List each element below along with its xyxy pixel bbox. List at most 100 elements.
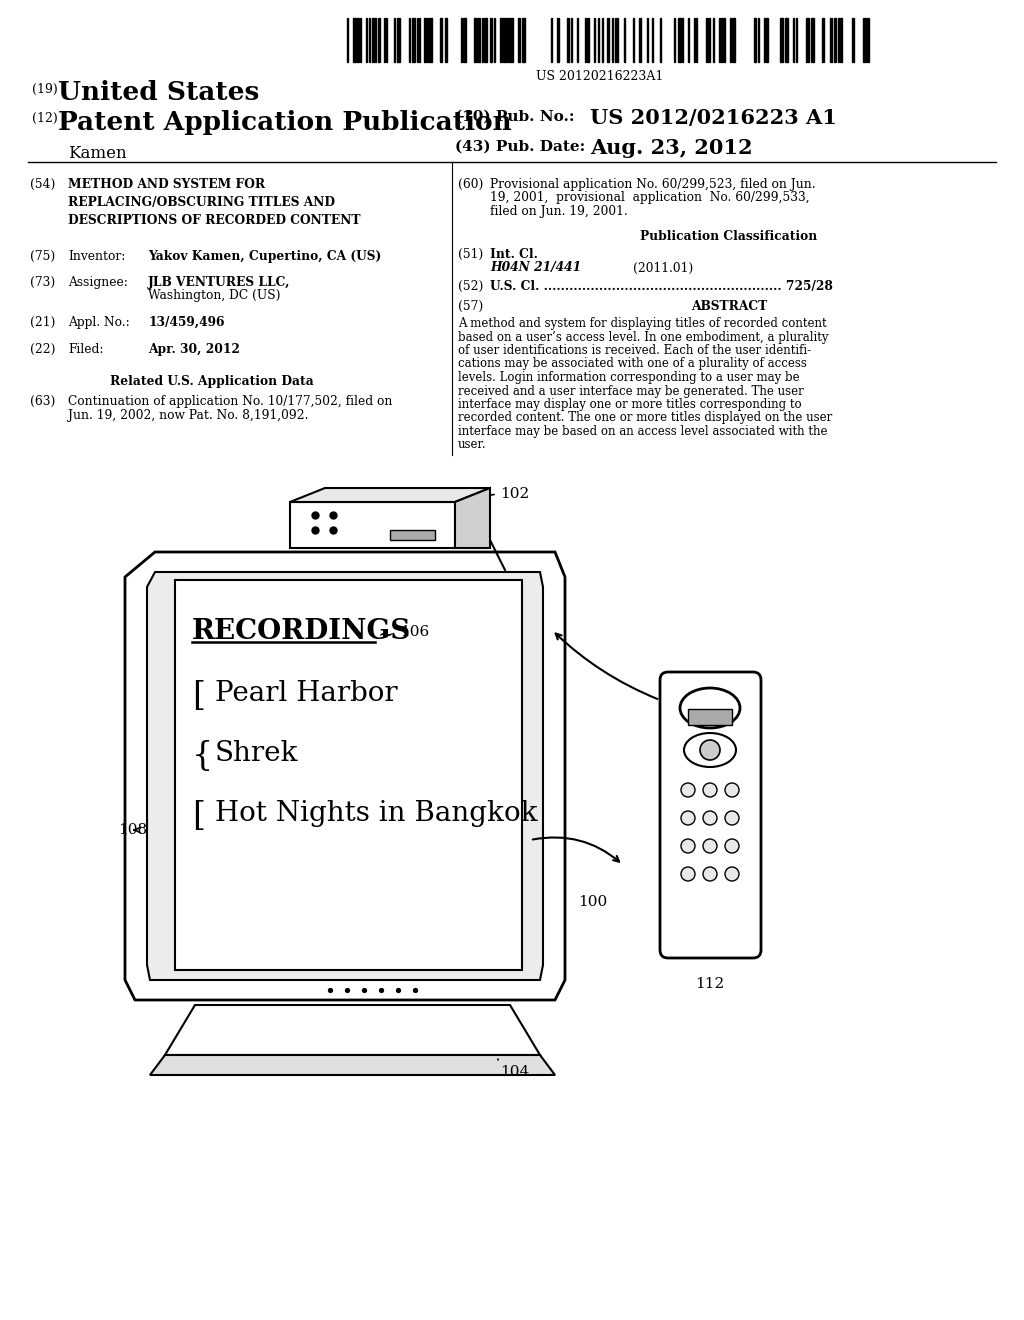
Circle shape [725,810,739,825]
Text: [: [ [193,800,205,832]
Text: Hot Nights in Bangkok: Hot Nights in Bangkok [215,800,538,828]
Circle shape [703,783,717,797]
Bar [445,18,447,62]
Text: Shrek: Shrek [215,741,299,767]
Bar [507,18,509,62]
Text: 104: 104 [500,1065,529,1078]
Text: 102: 102 [500,487,529,502]
Text: (63): (63) [30,395,55,408]
Bar [510,18,513,62]
Bar [397,18,400,62]
Bar [811,18,814,62]
Polygon shape [175,579,522,970]
Text: (21): (21) [30,315,55,329]
Bar [412,18,415,62]
Text: METHOD AND SYSTEM FOR
REPLACING/OBSCURING TITLES AND
DESCRIPTIONS OF RECORDED CO: METHOD AND SYSTEM FOR REPLACING/OBSCURIN… [68,178,360,227]
Bar [840,18,842,62]
Text: (12): (12) [32,112,57,125]
Bar [830,18,831,62]
Bar [852,18,854,62]
Text: United States: United States [58,81,259,106]
Text: {: { [193,741,213,772]
Text: ~: ~ [378,626,394,644]
Bar [490,18,492,62]
Text: A method and system for displaying titles of recorded content: A method and system for displaying title… [458,317,826,330]
Text: cations may be associated with one of a plurality of access: cations may be associated with one of a … [458,358,807,371]
Bar [478,18,480,62]
Bar [678,18,681,62]
Bar [708,18,710,62]
Bar [424,18,426,62]
Text: US 2012/0216223 A1: US 2012/0216223 A1 [590,108,837,128]
Text: Filed:: Filed: [68,343,103,356]
Text: Yakov Kamen, Cupertino, CA (US): Yakov Kamen, Cupertino, CA (US) [148,249,381,263]
Text: (51): (51) [458,248,483,261]
Text: (43) Pub. Date:: (43) Pub. Date: [455,140,586,154]
Bar [484,18,487,62]
Polygon shape [147,572,543,979]
Text: Aug. 23, 2012: Aug. 23, 2012 [590,139,753,158]
Text: (60): (60) [458,178,483,191]
Bar [754,18,756,62]
Text: Provisional application No. 60/299,523, filed on Jun.: Provisional application No. 60/299,523, … [490,178,816,191]
Bar [785,18,788,62]
Bar [372,18,374,62]
Text: 112: 112 [695,977,724,991]
Text: recorded content. The one or more titles displayed on the user: recorded content. The one or more titles… [458,412,833,425]
Text: 100: 100 [578,895,607,909]
Text: Appl. No.:: Appl. No.: [68,315,130,329]
Polygon shape [165,1005,540,1055]
Text: Jun. 19, 2002, now Pat. No. 8,191,092.: Jun. 19, 2002, now Pat. No. 8,191,092. [68,408,308,421]
Text: U.S. Cl. ........................................................ 725/28: U.S. Cl. ...............................… [490,280,833,293]
Text: 108: 108 [118,822,147,837]
Bar [688,709,732,725]
Bar [822,18,824,62]
Ellipse shape [680,688,740,729]
Text: 13/459,496: 13/459,496 [148,315,224,329]
Bar [357,18,359,62]
Text: filed on Jun. 19, 2001.: filed on Jun. 19, 2001. [490,205,628,218]
Text: (19): (19) [32,83,57,96]
Text: (10) Pub. No.:: (10) Pub. No.: [455,110,574,124]
Circle shape [725,867,739,880]
Text: based on a user’s access level. In one embodiment, a plurality: based on a user’s access level. In one e… [458,330,828,343]
Text: (52): (52) [458,280,483,293]
Circle shape [681,810,695,825]
Bar [567,18,569,62]
Text: 106: 106 [400,624,429,639]
Text: Int. Cl.: Int. Cl. [490,248,538,261]
Bar [721,18,723,62]
Text: user.: user. [458,438,486,451]
Text: of user identifications is received. Each of the user identifi-: of user identifications is received. Eac… [458,345,811,356]
Bar [522,18,525,62]
Circle shape [725,783,739,797]
Text: (57): (57) [458,300,483,313]
Text: Pearl Harbor: Pearl Harbor [215,680,397,708]
Circle shape [700,741,720,760]
FancyBboxPatch shape [660,672,761,958]
Circle shape [703,867,717,880]
Bar [390,531,435,540]
Text: Related U.S. Application Data: Related U.S. Application Data [110,375,313,388]
Circle shape [703,840,717,853]
Text: [: [ [193,680,205,711]
Text: (73): (73) [30,276,55,289]
Polygon shape [290,502,455,548]
Bar [587,18,589,62]
Text: (22): (22) [30,343,55,356]
Text: Kamen: Kamen [68,145,127,162]
Bar [766,18,768,62]
Bar [474,18,477,62]
Bar [353,18,356,62]
Bar [780,18,783,62]
Text: JLB VENTURES LLC,: JLB VENTURES LLC, [148,276,291,289]
Text: Patent Application Publication: Patent Application Publication [58,110,512,135]
Circle shape [681,867,695,880]
Text: (54): (54) [30,178,55,191]
Text: US 20120216223A1: US 20120216223A1 [537,70,664,83]
Text: Inventor:: Inventor: [68,249,125,263]
Text: interface may display one or more titles corresponding to: interface may display one or more titles… [458,399,802,411]
Text: Assignee:: Assignee: [68,276,128,289]
Bar [500,18,502,62]
Circle shape [725,840,739,853]
